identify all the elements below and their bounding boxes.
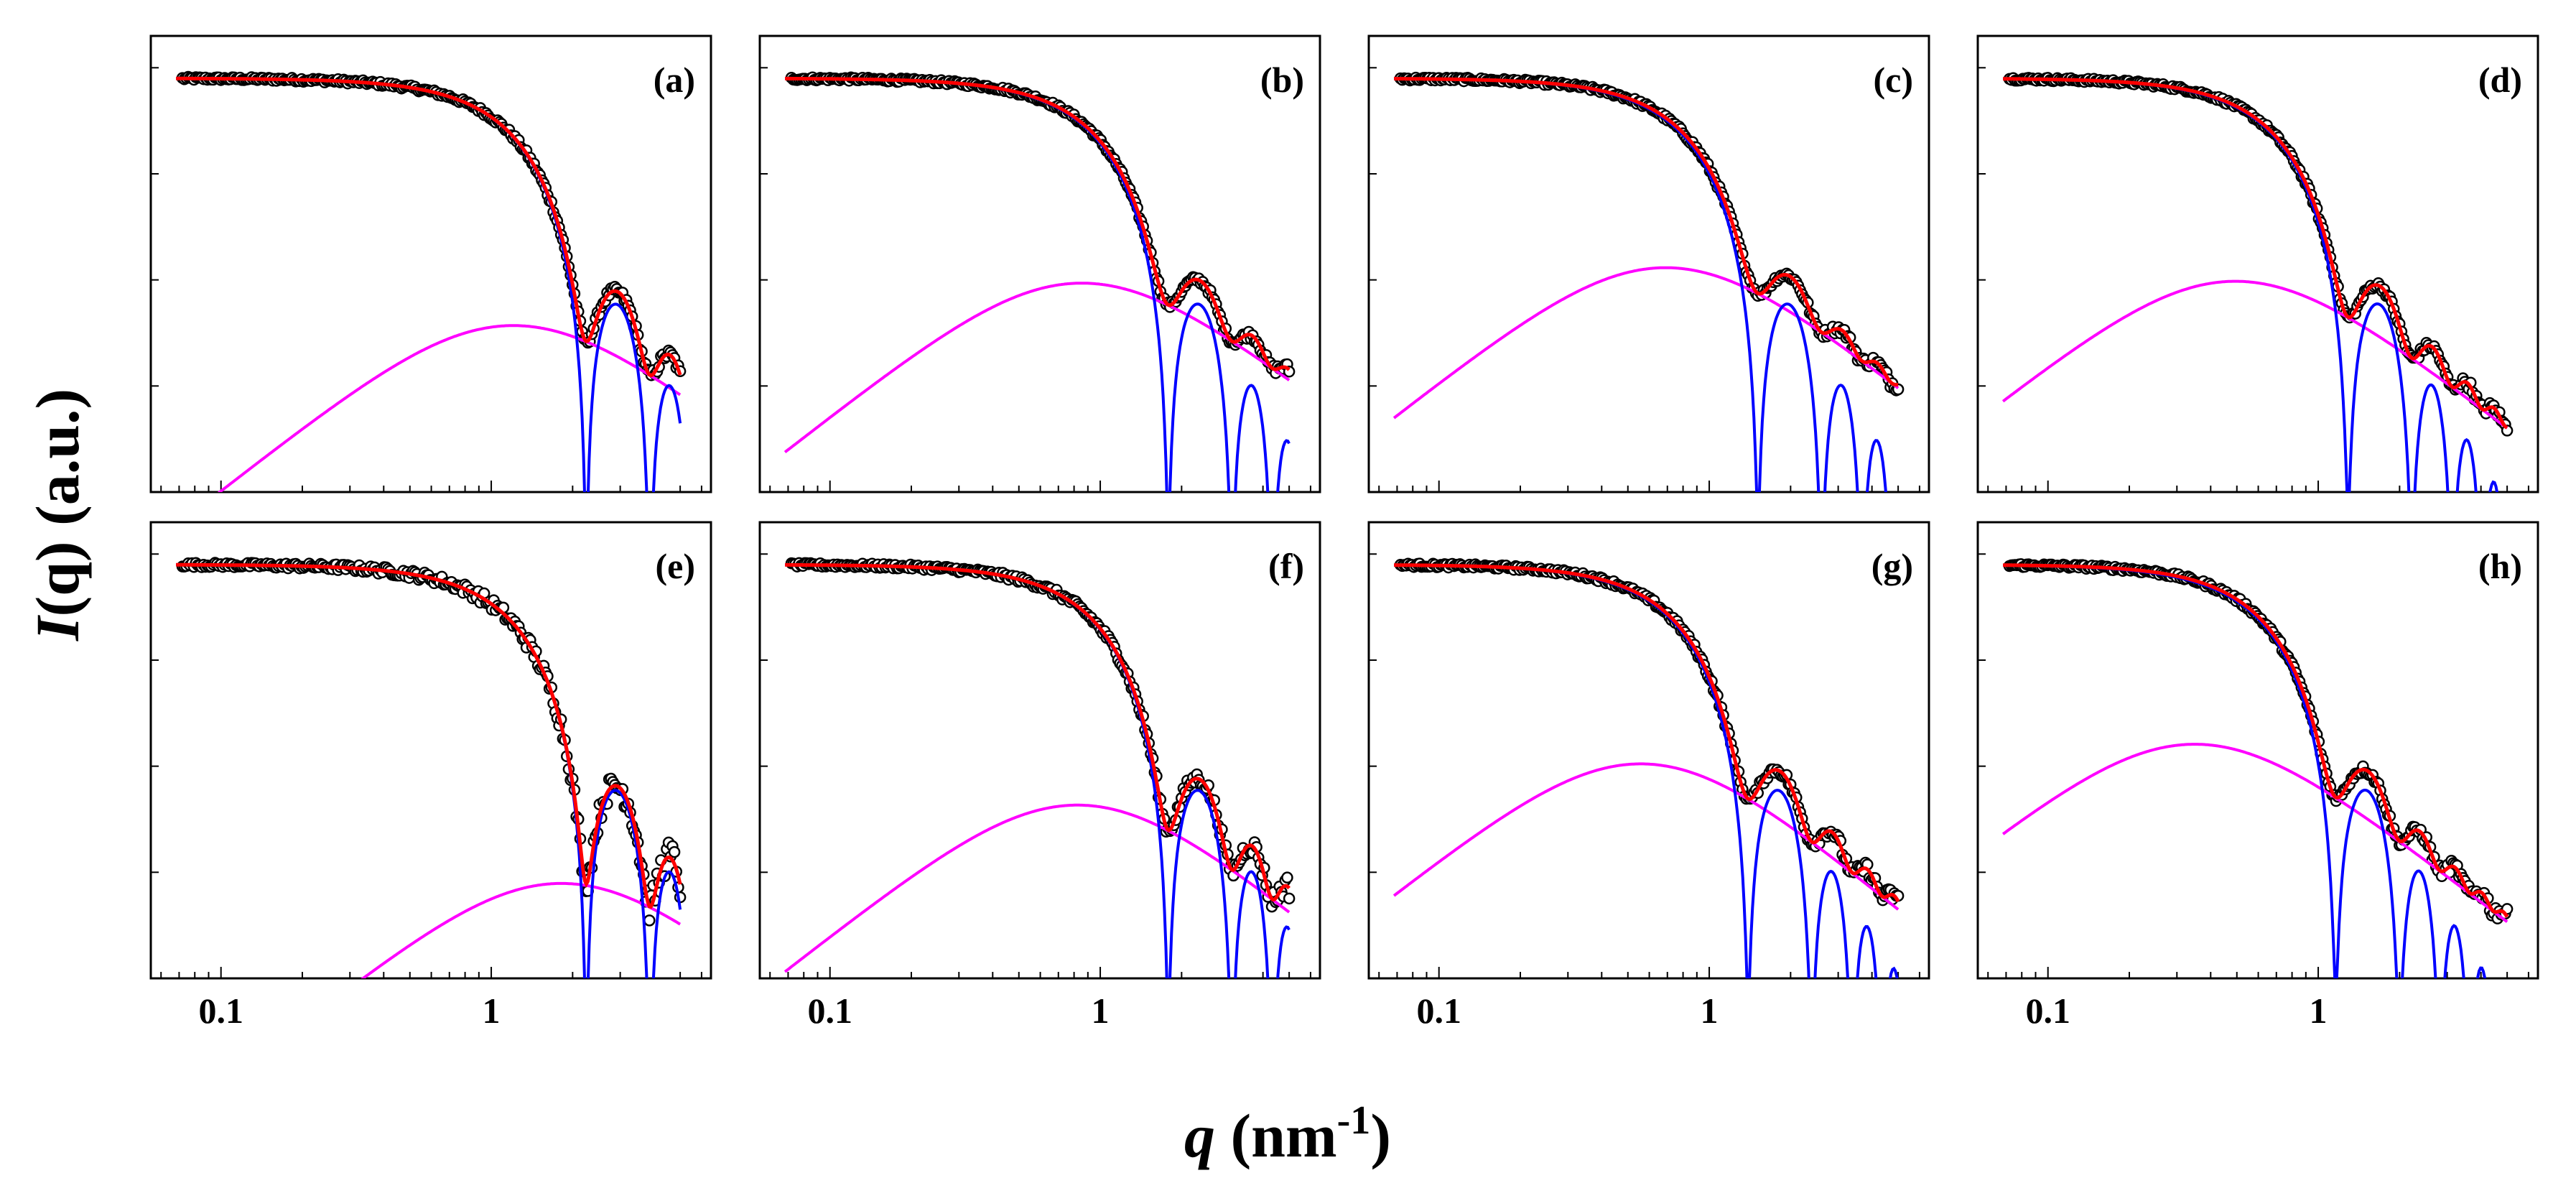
- x-tick-label: 1: [483, 991, 501, 1031]
- fit-curve: [176, 76, 682, 378]
- panel-e: 0.1 1 (e): [149, 521, 712, 1031]
- fit-curve: [2003, 77, 2508, 430]
- panel-label: (h): [2478, 546, 2522, 586]
- fit-curve: [1394, 563, 1900, 903]
- x-axis-label: q (nm-1): [1184, 1098, 1391, 1170]
- form-factor-curve: [785, 563, 1291, 978]
- panel-label: (c): [1874, 60, 1914, 100]
- plot-area: [176, 70, 687, 492]
- plot-area: [1392, 557, 1905, 978]
- fit-curve: [785, 562, 1291, 902]
- panel-label: (d): [2478, 60, 2522, 100]
- plot-area: [784, 557, 1296, 978]
- panel-c: (c): [1367, 34, 1930, 493]
- y-axis-label: I(q) (a.u.): [22, 389, 93, 641]
- x-tick-label: 0.1: [198, 991, 243, 1031]
- plot-area: [784, 71, 1296, 492]
- form-factor-curve: [2003, 77, 2499, 492]
- fit-curve: [785, 76, 1291, 371]
- panel-g: 0.1 1 (g): [1367, 521, 1930, 1031]
- plot-area: [1392, 71, 1905, 492]
- data-point: [668, 845, 681, 858]
- structure-term-curve: [217, 324, 682, 492]
- x-axis-symbol: q: [1184, 1101, 1215, 1170]
- data-point: [1283, 892, 1296, 905]
- x-axis-unit-exponent: -1: [1337, 1098, 1371, 1143]
- panel-label: (g): [1871, 546, 1913, 586]
- panel-h: 0.1 1 (h): [1976, 521, 2539, 1031]
- panel-a: (a): [149, 34, 712, 493]
- x-tick-label: 0.1: [2025, 991, 2070, 1031]
- structure-term-curve: [784, 803, 1291, 973]
- structure-term-curve: [1392, 266, 1900, 419]
- plot-frame: [1976, 34, 2539, 493]
- x-tick-label: 1: [1092, 991, 1110, 1031]
- x-axis-unit-close: ): [1370, 1101, 1391, 1170]
- panels-group: (a) (b) (c) (d) 0.1 1 (e) 0.1 1 (f) 0.1 1 (g) 0.1 1 (h): [149, 34, 2539, 1031]
- structure-term-curve: [2001, 743, 2508, 923]
- panel-label: (e): [656, 546, 696, 586]
- panel-d: (d): [1976, 34, 2539, 493]
- panel-label: (a): [654, 60, 695, 100]
- plot-area: [2001, 558, 2514, 978]
- plot-frame: [149, 34, 712, 493]
- fit-curve: [176, 562, 682, 909]
- y-axis-unit: (a.u.): [23, 388, 92, 542]
- plot-frame: [1976, 521, 2539, 980]
- form-factor-curve: [176, 77, 682, 492]
- x-axis-unit: (nm: [1215, 1101, 1337, 1170]
- panel-f: 0.1 1 (f): [758, 521, 1321, 1031]
- data-point: [643, 914, 656, 927]
- panel-b: (b): [758, 34, 1321, 493]
- x-tick-label: 0.1: [1416, 991, 1461, 1031]
- y-axis-symbol: I: [23, 616, 92, 641]
- fit-curve: [1394, 77, 1899, 387]
- x-tick-label: 0.1: [807, 991, 852, 1031]
- y-axis-arg: (q): [23, 541, 92, 617]
- structure-term-curve: [361, 881, 682, 978]
- x-tick-label: 1: [2310, 991, 2328, 1031]
- structure-term-curve: [784, 282, 1291, 454]
- plot-area: [2001, 72, 2514, 492]
- plot-area: [176, 557, 687, 978]
- panel-label: (f): [1268, 546, 1304, 586]
- form-factor-curve: [176, 563, 682, 978]
- fit-curve: [2003, 563, 2509, 918]
- panel-label: (b): [1260, 60, 1304, 100]
- plot-frame: [149, 521, 712, 980]
- x-tick-label: 1: [1701, 991, 1719, 1031]
- structure-term-curve: [2001, 279, 2508, 430]
- data-point: [1281, 871, 1293, 884]
